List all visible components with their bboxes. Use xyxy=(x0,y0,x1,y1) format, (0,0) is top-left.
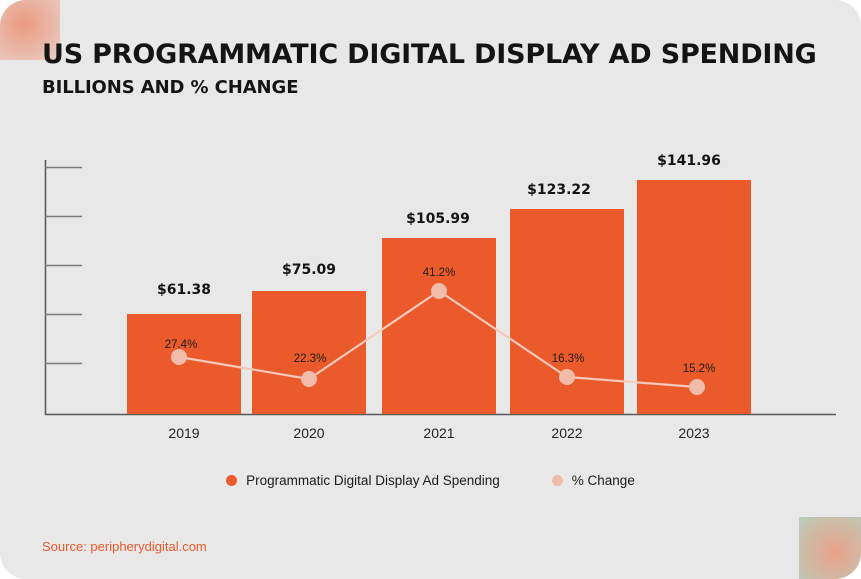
pct-label-2020: 22.3% xyxy=(294,353,327,365)
x-axis-tick-labels: 2019 2020 2021 2022 2023 xyxy=(168,425,709,441)
legend-dot-icon-spending xyxy=(226,475,238,486)
pct-marker-2020[interactable] xyxy=(301,371,317,387)
pct-marker-2021[interactable] xyxy=(431,283,447,299)
bar-2021[interactable] xyxy=(382,238,496,414)
x-tick-label-2023: 2023 xyxy=(678,425,709,441)
chart-axes xyxy=(44,160,836,416)
pct-label-2019: 27.4% xyxy=(165,339,198,351)
legend-label-spending: Programmatic Digital Display Ad Spending xyxy=(246,473,500,488)
legend-label-pct-change: % Change xyxy=(571,473,635,488)
chart-title: US PROGRAMMATIC DIGITAL DISPLAY AD SPEND… xyxy=(42,39,817,70)
x-tick-label-2021: 2021 xyxy=(423,425,454,441)
x-tick-label-2019: 2019 xyxy=(168,425,199,441)
bar-value-label-2019: $61.38 xyxy=(157,282,211,298)
bar-value-label-2020: $75.09 xyxy=(282,262,336,278)
pct-label-2023: 15.2% xyxy=(683,363,716,375)
legend-dot-icon-pct-change xyxy=(551,475,563,486)
pct-change-labels: 27.4% 22.3% 41.2% 16.3% 15.2% xyxy=(165,267,716,375)
pct-marker-2023[interactable] xyxy=(689,379,705,395)
legend-item-pct-change[interactable]: % Change xyxy=(551,473,635,488)
bar-value-label-2022: $123.22 xyxy=(527,182,591,198)
pct-label-2022: 16.3% xyxy=(552,353,585,365)
chart-subtitle: BILLIONS AND % CHANGE xyxy=(42,77,299,99)
x-tick-label-2022: 2022 xyxy=(551,425,582,441)
chart-header: US PROGRAMMATIC DIGITAL DISPLAY AD SPEND… xyxy=(42,40,832,98)
pct-change-line-series xyxy=(171,283,705,395)
bar-value-labels: $61.38 $75.09 $105.99 $123.22 $141.96 xyxy=(157,153,721,298)
y-axis-ticks xyxy=(45,166,82,365)
bar-2023[interactable] xyxy=(637,180,751,414)
bar-value-label-2021: $105.99 xyxy=(406,211,470,227)
pct-marker-2019[interactable] xyxy=(171,349,187,365)
source-attribution: Source: peripherydigital.com xyxy=(42,539,207,554)
pct-marker-2022[interactable] xyxy=(559,369,575,385)
x-tick-label-2020: 2020 xyxy=(293,425,324,441)
legend-item-spending[interactable]: Programmatic Digital Display Ad Spending xyxy=(226,473,500,488)
pct-label-2021: 41.2% xyxy=(423,267,456,279)
bar-value-label-2023: $141.96 xyxy=(657,153,721,169)
chart-legend: Programmatic Digital Display Ad Spending… xyxy=(0,473,861,488)
